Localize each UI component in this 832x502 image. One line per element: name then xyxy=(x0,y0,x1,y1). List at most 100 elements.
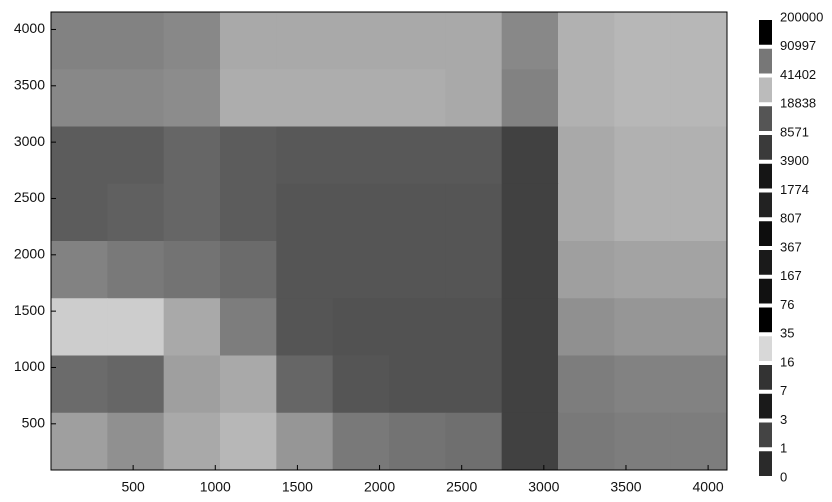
heatmap-cell xyxy=(276,355,334,414)
heatmap-cell xyxy=(332,412,390,471)
heatmap-cell xyxy=(107,241,165,299)
heatmap-cell xyxy=(107,69,165,127)
plot-frame xyxy=(50,11,728,471)
colorbar-segment xyxy=(759,393,772,419)
heatmap-cell xyxy=(51,355,108,414)
colorbar-segment xyxy=(759,336,772,361)
colorbar-label: 18838 xyxy=(780,96,816,111)
heatmap-cell xyxy=(501,355,559,414)
colorbar-label: 8571 xyxy=(780,124,809,139)
y-tick-label: 2000 xyxy=(14,246,45,262)
colorbar-label: 3900 xyxy=(780,153,809,168)
heatmap-cell xyxy=(670,241,728,299)
colorbar-label: 367 xyxy=(780,239,802,254)
heatmap-cell xyxy=(670,298,728,356)
heatmap-cell xyxy=(276,12,334,70)
colorbar-segment xyxy=(759,106,772,131)
x-tick-label: 2000 xyxy=(364,479,395,495)
x-tick-label: 2500 xyxy=(446,479,477,495)
colorbar-segment xyxy=(759,135,772,160)
heatmap-cell xyxy=(107,412,165,471)
heatmap-cell xyxy=(445,126,503,185)
colorbar-segment xyxy=(759,48,772,74)
heatmap-cell xyxy=(501,241,559,299)
heatmap-cell xyxy=(445,298,503,356)
y-tick-label: 500 xyxy=(22,415,46,431)
heatmap-cell xyxy=(670,126,728,185)
heatmap-cell xyxy=(220,126,277,185)
colorbar-label: 41402 xyxy=(780,67,816,82)
heatmap-cell xyxy=(501,298,559,356)
heatmap-cell xyxy=(276,412,334,471)
heatmap-cell xyxy=(558,412,615,471)
heatmap-cell xyxy=(163,355,221,414)
colorbar-segment xyxy=(759,20,772,45)
heatmap-cell xyxy=(670,355,728,414)
colorbar-label: 76 xyxy=(780,297,794,312)
colorbar-label: 3 xyxy=(780,412,787,427)
heatmap-cell xyxy=(107,183,165,242)
x-tick-label: 1500 xyxy=(282,479,313,495)
heatmap-cell xyxy=(276,298,334,356)
colorbar-label: 1774 xyxy=(780,182,809,197)
heatmap-cell xyxy=(51,298,108,356)
heatmap-cell xyxy=(163,69,221,127)
colorbar-label: 35 xyxy=(780,326,794,341)
heatmap-cell xyxy=(220,355,277,414)
y-tick-label: 2500 xyxy=(14,189,45,205)
heatmap-cell xyxy=(163,298,221,356)
heatmap-cell xyxy=(670,69,728,127)
heatmap-cell xyxy=(389,183,446,242)
heatmap-cell xyxy=(332,69,390,127)
heatmap-cell xyxy=(107,298,165,356)
heatmap-cell xyxy=(614,298,672,356)
y-tick-label: 1000 xyxy=(14,358,45,374)
heatmap-cell xyxy=(614,126,672,185)
heatmap-cell xyxy=(501,12,559,70)
heatmap-cell xyxy=(163,183,221,242)
heatmap-cell xyxy=(558,355,615,414)
heatmap-cell xyxy=(445,69,503,127)
colorbar-label: 16 xyxy=(780,354,794,369)
heatmap-cell xyxy=(389,12,446,70)
heatmap-cell xyxy=(107,126,165,185)
heatmap-cell xyxy=(332,12,390,70)
heatmap-cell xyxy=(389,126,446,185)
colorbar-label: 1 xyxy=(780,441,787,456)
heatmap-cell xyxy=(332,241,390,299)
heatmap-cell xyxy=(332,183,390,242)
heatmap-cell xyxy=(501,412,559,471)
heatmap-cell xyxy=(501,126,559,185)
heatmap-cell xyxy=(51,12,108,70)
heatmap-cell xyxy=(445,183,503,242)
colorbar-segment xyxy=(759,163,772,189)
heatmap-cell xyxy=(501,69,559,127)
heatmap-cell xyxy=(276,69,334,127)
colorbar-label: 90997 xyxy=(780,38,816,53)
colorbar-segment xyxy=(759,422,772,448)
colorbar-segment xyxy=(759,250,772,275)
y-tick-label: 4000 xyxy=(14,20,45,36)
colorbar-segment xyxy=(759,221,772,246)
heatmap-cell xyxy=(558,183,615,242)
heatmap-cell xyxy=(276,126,334,185)
heatmap-cell xyxy=(163,126,221,185)
heatmap-cell xyxy=(51,183,108,242)
heatmap-cell xyxy=(614,355,672,414)
colorbar-label: 0 xyxy=(780,469,787,484)
heatmap-cell xyxy=(614,412,672,471)
colorbar-segment xyxy=(759,307,772,333)
heatmap-cell xyxy=(51,241,108,299)
x-tick-label: 4000 xyxy=(693,479,724,495)
heatmap-cell xyxy=(614,69,672,127)
colorbar-label: 200000 xyxy=(780,9,823,24)
colorbar-segment xyxy=(759,451,772,476)
x-tick-label: 3000 xyxy=(528,479,559,495)
colorbar-label: 807 xyxy=(780,211,802,226)
heatmap-cell xyxy=(332,298,390,356)
heatmap-cell xyxy=(614,183,672,242)
heatmap-cell xyxy=(558,298,615,356)
colorbar-segment xyxy=(759,278,772,304)
heatmap-cell xyxy=(614,12,672,70)
colorbar-segment xyxy=(759,365,772,390)
